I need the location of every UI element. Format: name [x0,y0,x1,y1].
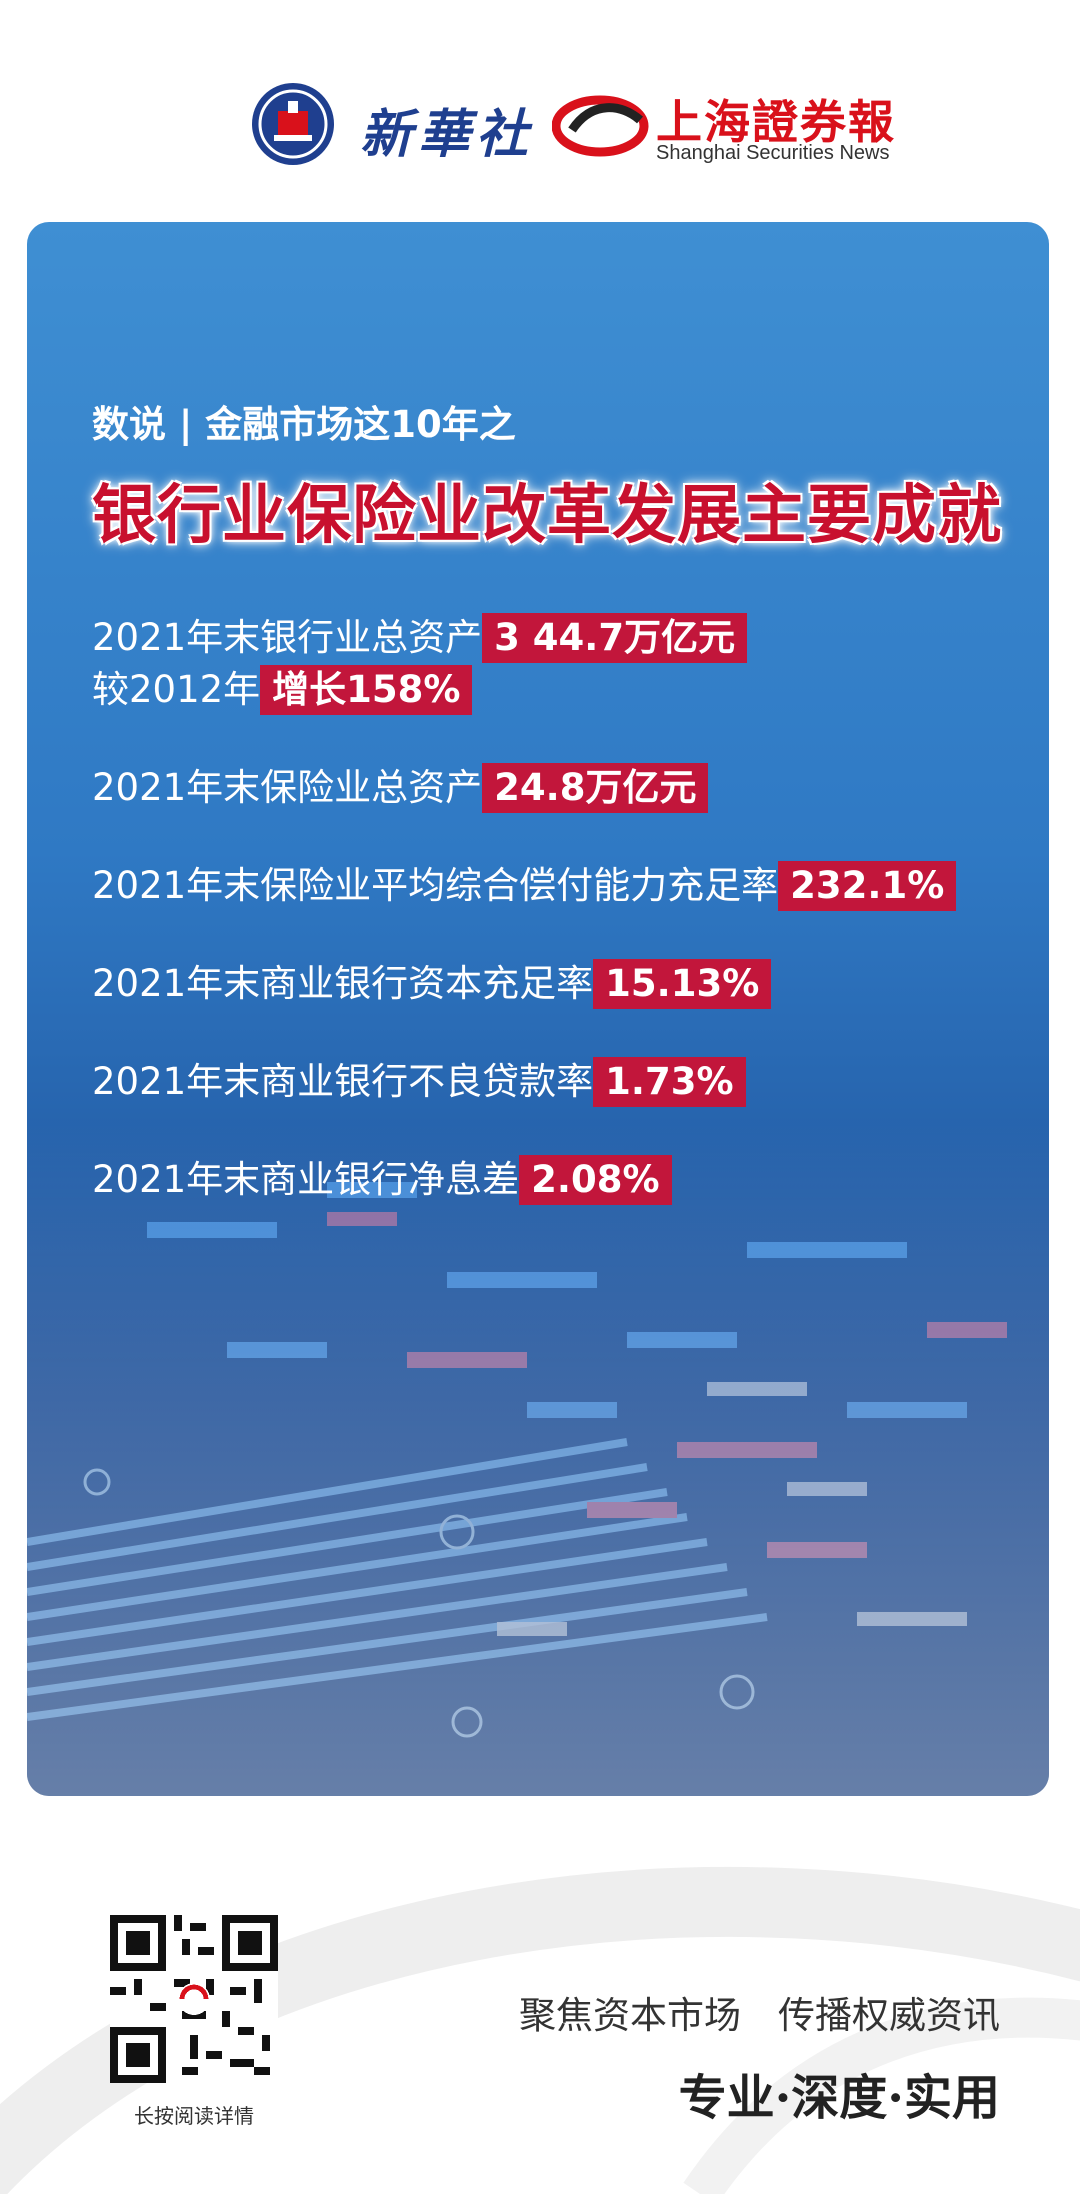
xinhua-emblem-icon [252,83,334,165]
ss-news-mark-icon [552,95,649,157]
stat-value: 232.1% [778,861,957,911]
page-subtitle: 数说 | 金融市场这10年之 [92,403,516,446]
stat-bank-growth: 较2012年 增长158% [92,664,473,716]
financial-chart-background [27,1122,1049,1796]
qr-code[interactable] [110,1915,278,2083]
stat-capital-adequacy: 2021年末商业银行资本充足率 15.13% [92,958,772,1010]
stat-label: 2021年末银行业总资产 [92,616,483,659]
stat-value: 15.13% [593,959,772,1009]
stat-label: 2021年末保险业总资产 [92,766,483,809]
stat-insurance-assets: 2021年末保险业总资产 24.8万亿元 [92,762,709,814]
stat-npl-ratio: 2021年末商业银行不良贷款率 1.73% [92,1056,746,1108]
stat-label: 2021年末商业银行资本充足率 [92,962,594,1005]
slogan-line1: 聚焦资本市场 传播权威资讯 [519,1994,1000,2037]
stat-label: 2021年末保险业平均综合偿付能力充足率 [92,864,779,907]
stat-net-interest-margin: 2021年末商业银行净息差 2.08% [92,1154,672,1206]
xinhua-logo-text: 新華社 [360,104,535,165]
ss-news-logo-en: Shanghai Securities News [656,142,890,164]
stat-label: 2021年末商业银行净息差 [92,1158,520,1201]
stat-value: 24.8万亿元 [482,763,709,813]
stat-value: 3 44.7万亿元 [482,613,748,663]
slogan-line2: 专业·深度·实用 [678,2070,1000,2126]
background-swoosh [0,1866,1080,2194]
stat-solvency-ratio: 2021年末保险业平均综合偿付能力充足率 232.1% [92,860,957,912]
stat-label: 2021年末商业银行不良贷款率 [92,1060,594,1103]
logo-bar: 新華社 上海證券報 Shanghai Securities News [0,78,1080,178]
page-title: 银行业保险业改革发展主要成就 [92,479,1002,553]
ss-news-logo-cn: 上海證券報 [656,95,896,149]
qr-label: 长按阅读详情 [134,2104,254,2128]
main-panel: 数说 | 金融市场这10年之 银行业保险业改革发展主要成就 2021年末银行业总… [27,222,1049,1796]
stat-value: 1.73% [593,1057,746,1107]
stat-value: 2.08% [519,1155,672,1205]
stat-label: 较2012年 [92,668,261,711]
stat-value: 增长158% [260,665,473,715]
stat-bank-assets: 2021年末银行业总资产 3 44.7万亿元 [92,612,748,664]
